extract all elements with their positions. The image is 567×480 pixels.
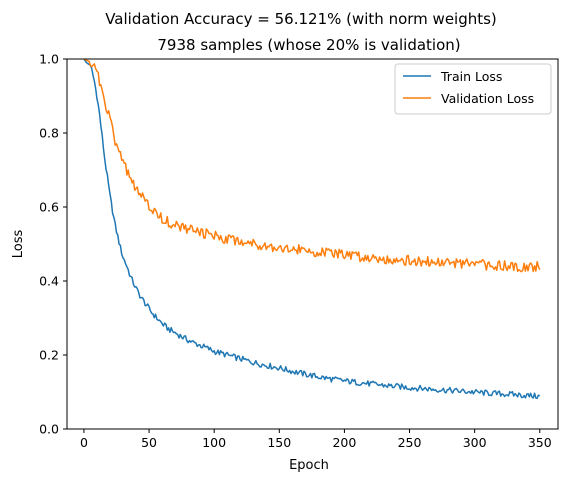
y-tick-label: 1.0 (39, 52, 59, 67)
x-tick-label: 0 (80, 435, 88, 450)
x-tick-label: 300 (463, 435, 487, 450)
x-axis-label: Epoch (289, 458, 329, 473)
legend-label-validation-loss: Validation Loss (441, 91, 534, 106)
x-tick-label: 350 (528, 435, 552, 450)
chart-subtitle: 7938 samples (whose 20% is validation) (157, 36, 460, 54)
series-line-validation-loss (83, 58, 541, 273)
plot-area (83, 58, 541, 400)
x-tick-label: 150 (267, 435, 291, 450)
y-tick-label: 0.4 (39, 274, 59, 289)
y-axis-label: Loss (11, 230, 26, 259)
series-line-train-loss (83, 58, 541, 400)
x-tick-label: 100 (202, 435, 226, 450)
legend-box (394, 63, 552, 115)
y-tick-label: 0.8 (39, 126, 59, 141)
legend: Train Loss Validation Loss (394, 63, 552, 115)
legend-label-train-loss: Train Loss (440, 69, 502, 84)
x-tick-label: 250 (398, 435, 422, 450)
x-axis-ticks: 0 50 100 150 200 250 300 350 (80, 429, 552, 450)
axes-frame (66, 58, 559, 430)
x-tick-label: 200 (332, 435, 356, 450)
y-tick-label: 0.0 (39, 422, 59, 437)
y-tick-label: 0.2 (39, 348, 59, 363)
chart-title: Validation Accuracy = 56.121% (with norm… (105, 10, 497, 28)
y-axis-ticks: 0.0 0.2 0.4 0.6 0.8 1.0 (39, 52, 67, 437)
x-tick-label: 50 (141, 435, 157, 450)
y-tick-label: 0.6 (39, 200, 59, 215)
